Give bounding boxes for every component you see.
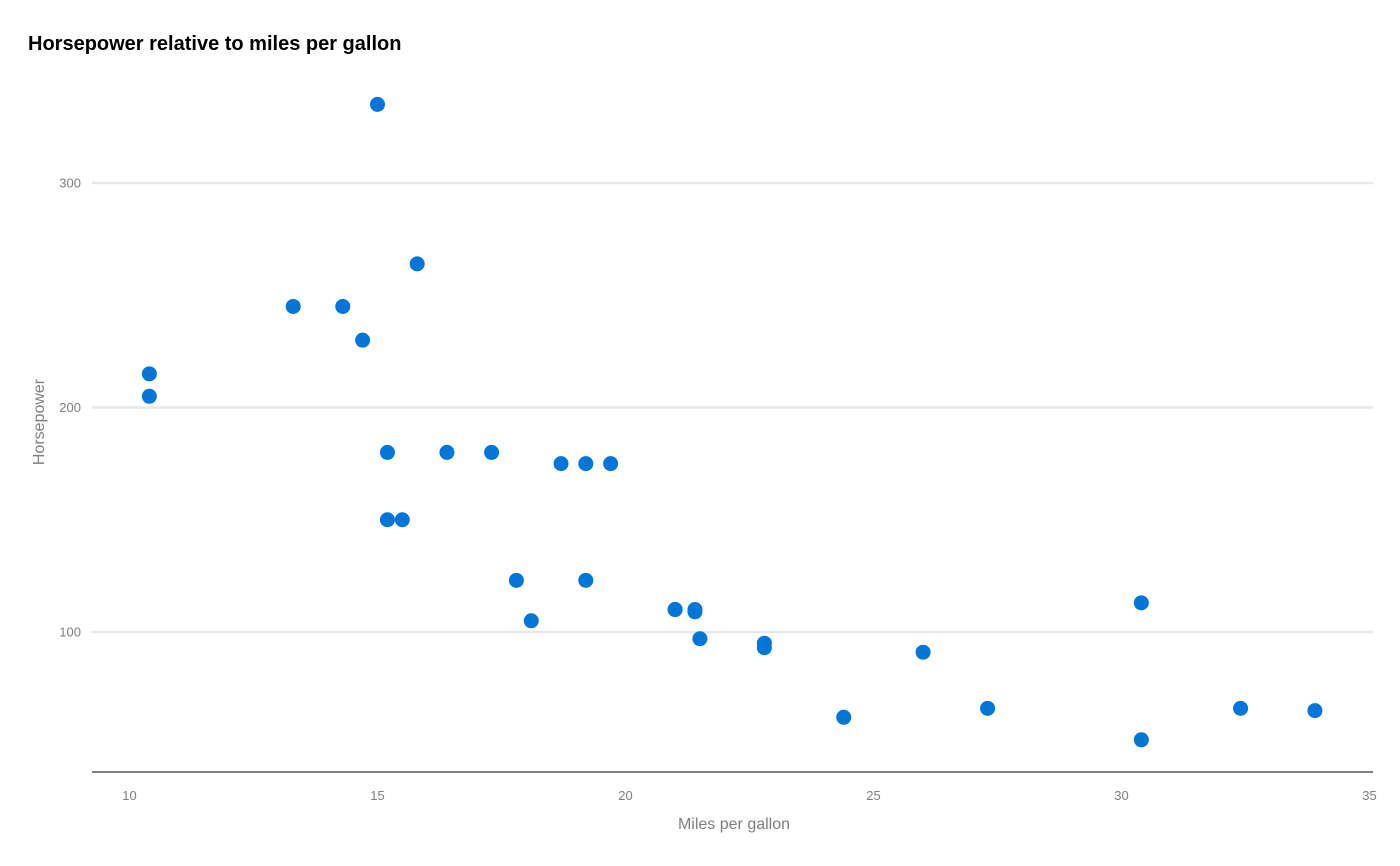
- data-point: [355, 332, 371, 348]
- data-point: [756, 635, 772, 651]
- x-tick-labels: 10 15 20 25 30 35: [122, 788, 1376, 803]
- data-point: [553, 456, 569, 472]
- y-tick-label: 300: [59, 176, 81, 191]
- data-point: [285, 298, 301, 314]
- x-tick-label: 20: [618, 788, 632, 803]
- data-point: [687, 604, 703, 620]
- data-point: [523, 613, 539, 629]
- data-point: [379, 444, 395, 460]
- data-point: [484, 444, 500, 460]
- data-point: [1233, 700, 1249, 716]
- data-points: [141, 96, 1323, 748]
- data-point: [980, 700, 996, 716]
- data-point: [603, 456, 619, 472]
- data-point: [508, 572, 524, 588]
- data-point: [667, 602, 683, 618]
- data-point: [439, 444, 455, 460]
- data-point: [578, 456, 594, 472]
- data-point: [836, 709, 852, 725]
- x-tick-label: 25: [866, 788, 880, 803]
- x-tick-label: 35: [1362, 788, 1376, 803]
- data-point: [370, 96, 385, 112]
- chart-title: Horsepower relative to miles per gallon: [28, 33, 402, 55]
- x-tick-label: 30: [1114, 788, 1128, 803]
- data-point: [1307, 703, 1323, 719]
- x-tick-label: 10: [122, 788, 136, 803]
- data-point: [1133, 732, 1149, 748]
- y-tick-labels: 100 200 300: [59, 176, 81, 640]
- gridlines: [92, 181, 1373, 634]
- data-point: [409, 256, 425, 272]
- data-point: [915, 644, 931, 660]
- data-point: [141, 366, 157, 382]
- x-tick-label: 15: [370, 788, 384, 803]
- data-point: [379, 512, 395, 528]
- data-point: [394, 512, 410, 528]
- x-axis-title: Miles per gallon: [678, 816, 790, 833]
- y-tick-label: 200: [59, 400, 81, 415]
- y-axis-title: Horsepower: [31, 378, 48, 465]
- data-point: [1133, 595, 1149, 611]
- data-point: [335, 298, 351, 314]
- data-point: [692, 631, 708, 647]
- data-point: [578, 572, 594, 588]
- data-point: [141, 388, 157, 404]
- y-tick-label: 100: [59, 625, 81, 640]
